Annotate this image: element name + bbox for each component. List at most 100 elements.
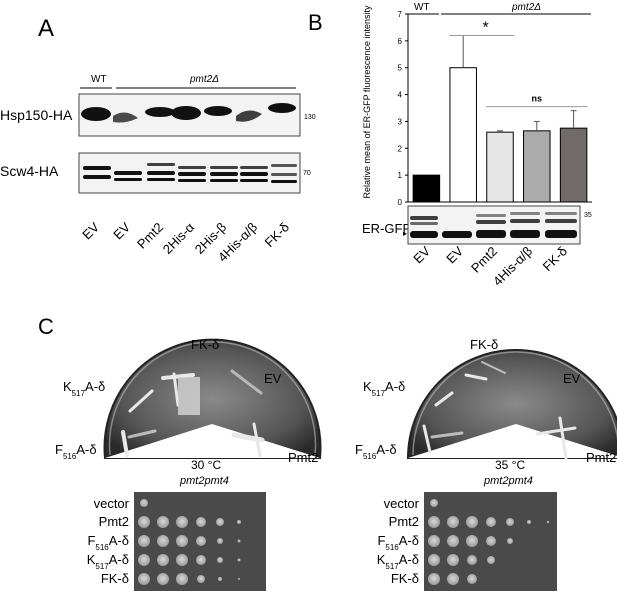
streaks [121, 369, 265, 458]
bar [559, 127, 588, 203]
plate-strain: pmt2pmt4 [179, 475, 229, 487]
lane-label: FK-δ [540, 244, 571, 275]
streaks [422, 361, 577, 460]
lane-label: Pmt2 [468, 244, 500, 276]
lane-label: EV [410, 243, 433, 266]
plate-rim [108, 341, 317, 456]
panel-a-mutant-label: pmt2Δ [189, 74, 219, 85]
colony-spot [176, 573, 188, 585]
lane-label: 2His-α [160, 219, 198, 257]
plate-rim [412, 351, 617, 456]
panel-a-wt-label: WT [91, 74, 107, 85]
sector-label: FK-δ [470, 337, 498, 352]
plate-strain: pmt2pmt4 [483, 475, 533, 487]
marker-130: 130 [304, 114, 316, 121]
sector-label: K517A-δ [63, 379, 105, 398]
panel-b-lane-labels: EV EV Pmt2 4His-α/β FK-δ [410, 243, 570, 288]
colony-spot [447, 554, 459, 566]
colony-spot [428, 573, 440, 585]
colony-spot [157, 573, 169, 585]
lane-label: FK-δ [262, 220, 293, 251]
colony-spot [157, 554, 169, 566]
spot-row-label: K517A-δ [87, 552, 129, 571]
colony-spot [507, 538, 513, 544]
blot-label-hsp150: Hsp150-HA [0, 107, 73, 123]
y-tick-label: 2 [398, 144, 403, 153]
plate-30c: FK-δ EV K517A-δ F516A-δ Pmt2 30 °C pmt2p… [55, 337, 322, 487]
y-tick-label: 4 [398, 91, 403, 100]
colony-spot [196, 536, 206, 546]
bar-chart: 0 1 2 3 4 5 6 7 * ns [398, 10, 592, 207]
plate-35c: FK-δ EV K517A-δ F516A-δ Pmt2 35 °C pmt2p… [355, 337, 617, 487]
colony-spot [157, 535, 169, 547]
colony-spot [506, 518, 514, 526]
lane-label: EV [79, 219, 102, 242]
marker-70: 70 [303, 170, 311, 177]
spot-assay-30c: vector Pmt2 F516A-δ K517A-δ FK-δ [87, 492, 266, 591]
colony-spot [447, 573, 459, 585]
panel-a: A WT pmt2Δ Hsp150-HA 130 Scw4-HA [0, 15, 316, 265]
colony-spot [196, 517, 206, 527]
panel-a-lane-labels: EV EV Pmt2 2His-α 2His-β 4His-α/β FK-δ [79, 219, 292, 265]
significance-star: * [482, 19, 488, 36]
lane-label: EV [443, 243, 466, 266]
blot-scw4-bands [83, 163, 297, 183]
colony-spot [467, 574, 477, 584]
panel-b-wt-label: WT [414, 2, 430, 13]
spot-row-labels: vector Pmt2 F516A-δ K517A-δ FK-δ [377, 496, 420, 586]
blot-er-gfp-bands [410, 212, 577, 238]
colony-spot [466, 535, 478, 547]
colony-spot [197, 575, 205, 583]
y-tick-label: 7 [398, 10, 403, 19]
colony-spot [527, 520, 531, 524]
plate-cut [105, 424, 320, 458]
colony-spot [217, 538, 223, 544]
panel-b-letter: B [308, 10, 323, 35]
spot-row-label: Pmt2 [99, 514, 129, 529]
blot-hsp150-bands [81, 103, 296, 123]
spot-grid [428, 499, 550, 585]
colony-spot [487, 556, 495, 564]
bar [486, 131, 514, 203]
spot-row-label: F516A-δ [377, 533, 419, 552]
panel-c-letter: C [38, 314, 54, 339]
spot-row-label: FK-δ [101, 571, 129, 586]
colony-spot [138, 535, 150, 547]
colony-spot [486, 536, 496, 546]
y-tick-label: 6 [398, 37, 403, 46]
colony-spot [176, 516, 188, 528]
colony-spot [176, 554, 188, 566]
colony-spot [238, 578, 240, 580]
plate-temp: 30 °C [191, 458, 221, 472]
y-tick-label: 0 [398, 198, 403, 207]
sector-label: K517A-δ [363, 379, 405, 398]
colony-spot [218, 577, 222, 581]
spot-assay-35c: vector Pmt2 F516A-δ K517A-δ FK-δ [377, 492, 557, 591]
spot-row-label: Pmt2 [389, 514, 419, 529]
y-axis-label: Relative mean of ER-GFP fluorescence int… [362, 5, 372, 198]
bar [412, 174, 441, 203]
bar [449, 67, 477, 203]
colony-spot [428, 516, 440, 528]
colony-spot [138, 516, 150, 528]
sector-label: EV [563, 371, 581, 386]
colony-spot [430, 499, 438, 507]
y-tick-label: 1 [398, 171, 403, 180]
sector-label: Pmt2 [288, 450, 318, 465]
sector-label: F516A-δ [355, 442, 397, 461]
colony-spot [467, 555, 477, 565]
spot-row-label: K517A-δ [377, 552, 419, 571]
plate-labels: FK-δ EV K517A-δ F516A-δ Pmt2 30 °C pmt2p… [55, 337, 318, 487]
lane-label: EV [110, 219, 133, 242]
spot-row-labels: vector Pmt2 F516A-δ K517A-δ FK-δ [87, 496, 130, 586]
panel-b: B WT pmt2Δ 0 1 2 3 4 5 6 7 * ns Relative mean of … [308, 2, 592, 289]
colony-spot [447, 516, 459, 528]
colony-spot [237, 520, 241, 524]
colony-spot [138, 554, 150, 566]
colony-spot [428, 554, 440, 566]
lane-label: 4His-α/β [490, 244, 535, 289]
colony-spot [176, 535, 188, 547]
panel-a-letter: A [38, 15, 54, 42]
blot-arrow-marker: ▸ [403, 229, 407, 238]
sector-label: EV [264, 371, 282, 386]
